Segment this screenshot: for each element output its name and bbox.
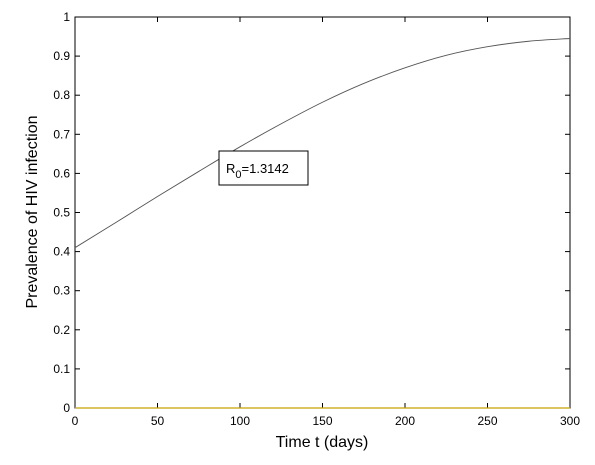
annotation-value: =1.3142 <box>242 161 289 176</box>
x-tick-label: 0 <box>72 414 79 428</box>
y-tick-label: 0.6 <box>53 166 70 180</box>
x-tick-label: 100 <box>230 414 250 428</box>
annotation-text: R0=1.3142 <box>226 161 289 181</box>
axis-ticks: 0 50 100 150 200 250 300 0 0.1 0.2 0.3 0.4 0.5 0.6 0.7… <box>53 10 580 428</box>
y-axis-title: Prevalence of HIV infection <box>24 116 41 309</box>
x-tick-label: 300 <box>560 414 580 428</box>
y-tick-label: 0.5 <box>53 206 70 220</box>
series-group <box>74 38 571 409</box>
x-tick-label: 250 <box>477 414 497 428</box>
r0-annotation: R0=1.3142 <box>218 150 309 186</box>
annotation-prefix: R <box>226 161 235 176</box>
y-tick-label: 0 <box>63 401 70 415</box>
y-tick-label: 0.8 <box>53 88 70 102</box>
y-tick-label: 0.4 <box>53 245 70 259</box>
plot-area <box>74 16 571 409</box>
y-tick-label: 0.1 <box>53 362 70 376</box>
annotation-subscript: 0 <box>235 169 241 181</box>
x-tick-label: 50 <box>151 414 165 428</box>
y-tick-label: 1 <box>63 10 70 24</box>
series-line-0 <box>74 38 571 249</box>
y-tick-label: 0.3 <box>53 284 70 298</box>
y-tick-label: 0.9 <box>53 49 70 63</box>
y-tick-label: 0.7 <box>53 127 70 141</box>
x-tick-label: 200 <box>395 414 415 428</box>
annotation-box <box>218 150 309 186</box>
x-axis-title: Time t (days) <box>276 434 369 451</box>
y-tick-label: 0.2 <box>53 323 70 337</box>
x-tick-label: 150 <box>312 414 332 428</box>
